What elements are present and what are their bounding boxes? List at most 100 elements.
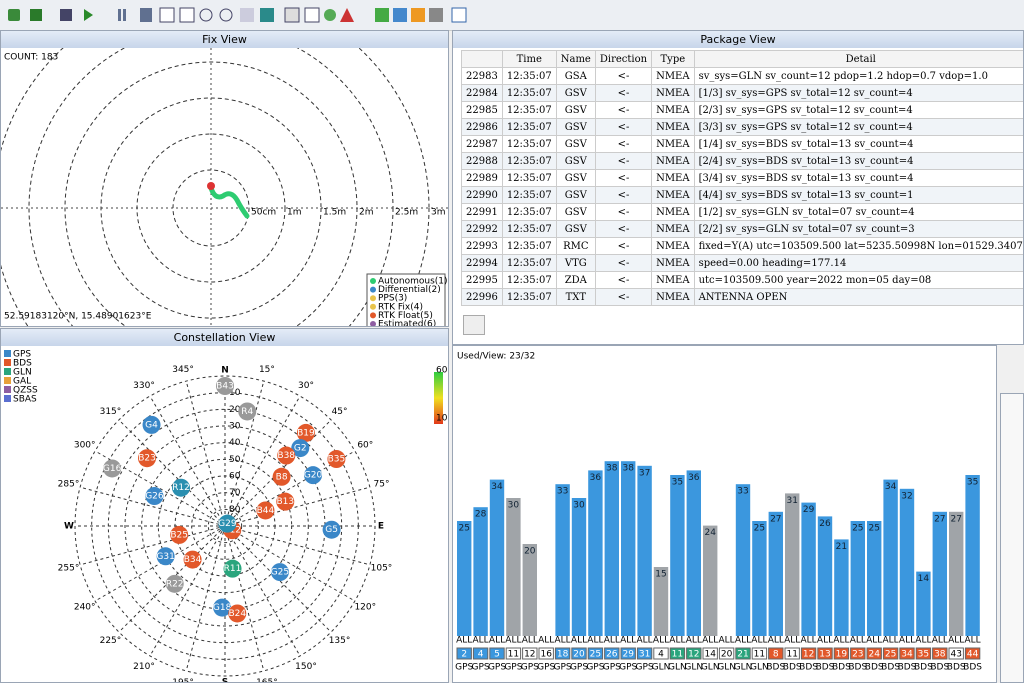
snr-value: 27 — [770, 514, 781, 524]
table-cell: 12:35:07 — [502, 119, 556, 136]
cardinal-label: E — [378, 522, 384, 532]
table-cell: 22994 — [462, 255, 503, 272]
satellite-label: G5 — [325, 525, 338, 535]
sat-id: 20 — [573, 650, 585, 660]
band-label: ALL — [669, 636, 685, 646]
track — [211, 188, 247, 216]
index-header — [462, 51, 503, 68]
table-row: 2299512:35:07ZDA<-NMEAutc=103509.500 yea… — [462, 272, 1024, 289]
snr-bar — [818, 516, 832, 636]
satellite-label: G26 — [145, 492, 164, 502]
azimuth-line — [80, 526, 225, 565]
snr-value: 30 — [508, 501, 520, 511]
band-label: ALL — [620, 636, 636, 646]
table-cell: 12:35:07 — [502, 68, 556, 85]
band-label: ALL — [915, 636, 931, 646]
legend-swatch — [4, 359, 11, 366]
band-label: ALL — [850, 636, 866, 646]
satellite-label: R22 — [166, 579, 184, 589]
table-cell: NMEA — [652, 136, 695, 153]
sat-id: 8 — [773, 650, 779, 660]
azimuth-line — [95, 526, 225, 601]
table-cell: 22991 — [462, 204, 503, 221]
table-cell: <- — [595, 238, 651, 255]
table-cell: [4/4] sv_sys=BDS sv_total=13 sv_count=1 — [694, 187, 1024, 204]
azimuth-label: 300° — [74, 441, 96, 451]
table-cell: GSV — [556, 170, 595, 187]
sat-id: 4 — [658, 650, 664, 660]
table-row: 2299012:35:07GSV<-NMEA[4/4] sv_sys=BDS s… — [462, 187, 1024, 204]
table-cell: speed=0.00 heading=177.14 — [694, 255, 1024, 272]
snr-bar — [834, 539, 848, 636]
snr-value: 25 — [852, 524, 863, 534]
package-title: Package View — [453, 31, 1023, 48]
table-row: 2299312:35:07RMC<-NMEAfixed=Y(A) utc=103… — [462, 238, 1024, 255]
elevation-label: 50 — [229, 455, 241, 465]
snr-value: 20 — [524, 547, 536, 557]
table-cell: [2/3] sv_sys=GPS sv_total=12 sv_count=4 — [694, 102, 1024, 119]
table-cell: NMEA — [652, 85, 695, 102]
azimuth-label: 60° — [357, 441, 373, 451]
sat-id: 43 — [950, 650, 961, 660]
scale-label: 60 — [436, 366, 448, 376]
table-cell: 22983 — [462, 68, 503, 85]
table-row: 2299612:35:07TXT<-NMEAANTENNA OPEN — [462, 289, 1024, 306]
legend-swatch — [4, 350, 11, 357]
satellite-label: B34 — [184, 555, 202, 565]
delete-button[interactable] — [463, 315, 485, 335]
table-cell: <- — [595, 136, 651, 153]
legend-dot — [370, 278, 376, 284]
table-cell: 12:35:07 — [502, 153, 556, 170]
legend-label: Estimated(6) — [378, 320, 436, 327]
band-label: ALL — [833, 636, 849, 646]
azimuth-line — [225, 526, 370, 565]
table-row: 2299212:35:07GSV<-NMEA[2/2] sv_sys=GLN s… — [462, 221, 1024, 238]
sat-id: 23 — [852, 650, 863, 660]
fix-view: Fix View COUNT: 18352.59183120°N, 15.489… — [0, 30, 449, 327]
elevation-label: 60 — [229, 472, 241, 482]
table-cell: [2/2] sv_sys=GLN sv_total=07 sv_count=3 — [694, 221, 1024, 238]
table-row: 2298812:35:07GSV<-NMEA[2/4] sv_sys=BDS s… — [462, 153, 1024, 170]
band-label: ALL — [719, 636, 735, 646]
snr-value: 28 — [475, 510, 487, 520]
azimuth-label: 345° — [172, 365, 194, 375]
snr-bar — [555, 484, 569, 636]
table-cell: NMEA — [652, 255, 695, 272]
elevation-label: 30 — [229, 422, 241, 432]
band-label: ALL — [571, 636, 587, 646]
snr-bar — [752, 521, 766, 636]
legend-dot — [370, 304, 376, 310]
table-cell: NMEA — [652, 238, 695, 255]
table-cell: utc=103509.500 year=2022 mon=05 day=08 — [694, 272, 1024, 289]
side-panel — [1000, 393, 1024, 683]
snr-bar — [703, 526, 717, 636]
table-cell: 22989 — [462, 170, 503, 187]
table-cell: GSV — [556, 102, 595, 119]
table-cell: [2/4] sv_sys=BDS sv_total=13 sv_count=4 — [694, 153, 1024, 170]
satellite-label: G25 — [271, 568, 289, 578]
column-header: Direction — [595, 51, 651, 68]
satellite-label: B23 — [138, 454, 156, 464]
table-cell: <- — [595, 68, 651, 85]
azimuth-line — [186, 381, 225, 526]
sat-id: 35 — [918, 650, 929, 660]
snr-bar — [523, 544, 537, 636]
sat-id: 11 — [786, 650, 797, 660]
table-cell: <- — [595, 255, 651, 272]
azimuth-line — [186, 526, 225, 671]
snr-value: 33 — [737, 487, 748, 497]
table-cell: 12:35:07 — [502, 221, 556, 238]
azimuth-label: 285° — [58, 480, 80, 490]
sat-id: 11 — [672, 650, 683, 660]
fix-title: Fix View — [1, 31, 448, 48]
sat-id: 25 — [590, 650, 601, 660]
table-row: 2299412:35:07VTG<-NMEAspeed=0.00 heading… — [462, 255, 1024, 272]
snr-bar — [687, 470, 701, 636]
band-label: ALL — [768, 636, 784, 646]
snr-value: 25 — [458, 524, 469, 534]
azimuth-label: 315° — [100, 407, 122, 417]
sat-id: 16 — [540, 650, 552, 660]
snr-bar — [473, 507, 487, 636]
table-cell: GSV — [556, 204, 595, 221]
package-view: Package View TimeNameDirectionTypeDetail… — [452, 30, 1024, 345]
